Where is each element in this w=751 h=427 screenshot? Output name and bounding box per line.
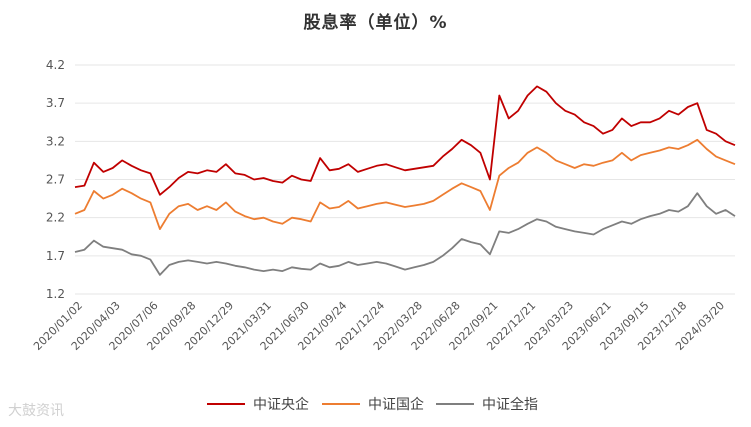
- legend-swatch-central-soe: [207, 403, 245, 405]
- x-tick-labels: 2020/01/022020/04/032020/07/062020/09/28…: [31, 299, 727, 353]
- legend-item-central-soe: 中证央企: [207, 394, 309, 414]
- series-line-2: [74, 192, 736, 276]
- legend-swatch-all-share: [436, 403, 474, 405]
- y-tick-label: 3.2: [46, 134, 65, 148]
- chart-title: 股息率（单位）%: [303, 13, 448, 33]
- watermark-logo: 大鼓资讯: [8, 403, 64, 419]
- y-tick-label: 3.7: [46, 96, 65, 110]
- y-tick-labels: 4.2 3.7 3.2 2.7 2.2 1.7 1.2: [46, 58, 65, 301]
- grid-lines: [75, 64, 735, 295]
- series-lines: [74, 85, 736, 276]
- legend-item-all-share: 中证全指: [436, 394, 538, 414]
- y-tick-label: 1.2: [46, 287, 65, 301]
- y-tick-label: 1.7: [46, 249, 65, 263]
- series-line-1: [74, 138, 736, 231]
- legend-swatch-soe: [322, 403, 360, 405]
- y-tick-label: 2.2: [46, 211, 65, 225]
- legend-item-soe: 中证国企: [322, 394, 424, 414]
- legend-label-all-share: 中证全指: [482, 397, 538, 413]
- series-line-0: [74, 85, 736, 196]
- legend-label-soe: 中证国企: [368, 397, 424, 413]
- legend-label-central-soe: 中证央企: [253, 397, 309, 413]
- y-tick-label: 4.2: [46, 58, 65, 72]
- y-tick-label: 2.7: [46, 173, 65, 187]
- legend: 中证央企 中证国企 中证全指: [0, 394, 751, 414]
